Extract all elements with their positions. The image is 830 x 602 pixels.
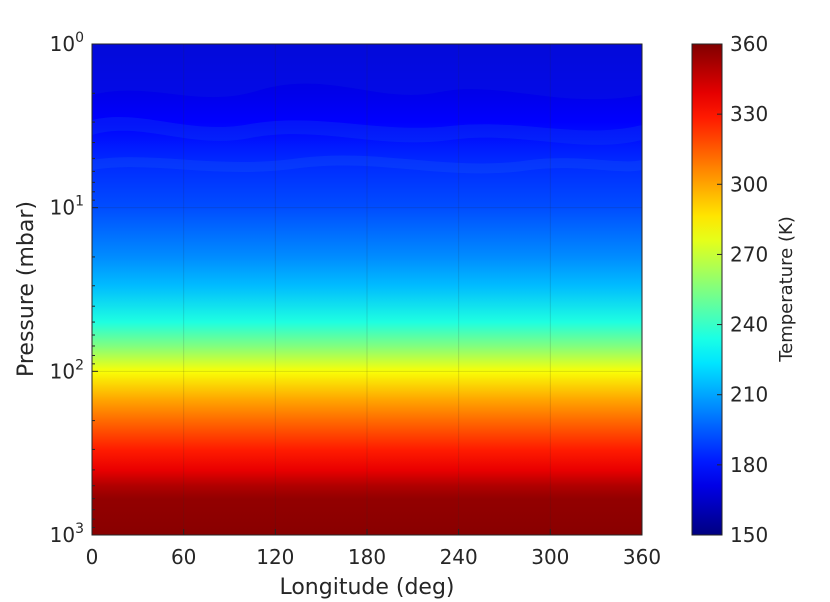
- y-tick-label: 103: [50, 521, 84, 547]
- colorbar-tick-label: 150: [730, 523, 768, 547]
- x-tick-label: 120: [256, 545, 294, 569]
- field-texture: [92, 44, 642, 174]
- x-axis-label: Longitude (deg): [279, 575, 454, 600]
- y-tick-label: 101: [50, 194, 84, 220]
- y-axis-label: Pressure (mbar): [14, 201, 39, 377]
- contour-band-low: [92, 155, 642, 174]
- x-tick-label: 180: [348, 545, 386, 569]
- x-tick-label: 240: [440, 545, 478, 569]
- colorbar-label: Temperature (K): [776, 216, 797, 363]
- colorbar-tick-label: 240: [730, 313, 768, 337]
- x-tick-label: 0: [86, 545, 99, 569]
- x-tick-label: 300: [531, 545, 569, 569]
- y-tick-label: 100: [50, 30, 84, 56]
- plot-area: [91, 43, 643, 536]
- colorbar-tick-label: 330: [730, 102, 768, 126]
- colorbar-gradient: [691, 43, 723, 536]
- contour-band-upper: [92, 44, 642, 100]
- y-axis-ticks: 100 101 102 103: [50, 30, 98, 547]
- colorbar: 150 180 210 240 270 300 330 360 Temperature (K): [691, 32, 797, 547]
- colorbar-tick-label: 270: [730, 242, 768, 266]
- x-tick-label: 60: [171, 545, 196, 569]
- colorbar-tick-label: 210: [730, 383, 768, 407]
- contour-band-mid: [92, 116, 642, 145]
- x-axis-ticks: 0 60 120 180 240 300 360: [86, 529, 661, 569]
- colorbar-tick-label: 180: [730, 453, 768, 477]
- colorbar-tick-label: 300: [730, 172, 768, 196]
- y-tick-label: 102: [50, 357, 84, 383]
- colorbar-ticks: 150 180 210 240 270 300 330 360: [717, 32, 768, 547]
- x-tick-label: 360: [623, 545, 661, 569]
- colorbar-tick-label: 360: [730, 32, 768, 56]
- temperature-field: [92, 44, 642, 535]
